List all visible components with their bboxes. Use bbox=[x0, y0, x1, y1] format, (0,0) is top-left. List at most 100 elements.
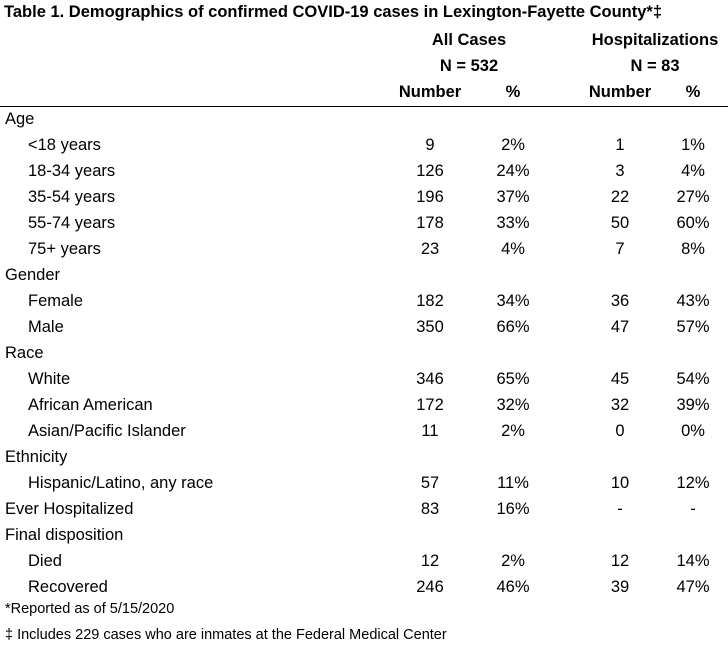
value-number-all: 182 bbox=[416, 292, 444, 310]
table-row: 55-74 years 178 33% 50 60% bbox=[0, 211, 728, 237]
col-header-number-all: Number bbox=[398, 83, 462, 101]
value-number-hosp: 45 bbox=[610, 370, 630, 388]
section-row: Age bbox=[0, 107, 728, 133]
value-percent-all: 2% bbox=[501, 422, 525, 440]
value-percent-hosp: 14% bbox=[676, 552, 710, 570]
group-header-all-cases: All Cases bbox=[431, 31, 507, 49]
table-row: <18 years 9 2% 1 1% bbox=[0, 133, 728, 159]
value-percent-all: 16% bbox=[496, 500, 530, 518]
table-row: Died 12 2% 12 14% bbox=[0, 549, 728, 575]
section-label: Race bbox=[5, 344, 44, 362]
value-percent-hosp: 39% bbox=[676, 396, 710, 414]
value-percent-all: 65% bbox=[496, 370, 530, 388]
value-number-hosp: 22 bbox=[610, 188, 630, 206]
value-number-all: 350 bbox=[416, 318, 444, 336]
table-row: Hispanic/Latino, any race 57 11% 10 12% bbox=[0, 471, 728, 497]
row-label: 35-54 years bbox=[28, 188, 116, 206]
value-number-all: 12 bbox=[420, 552, 440, 570]
row-label: White bbox=[28, 370, 71, 388]
value-number-hosp: - bbox=[617, 500, 623, 518]
value-number-hosp: 1 bbox=[615, 136, 625, 154]
section-row: Ethnicity bbox=[0, 445, 728, 471]
value-number-hosp: 3 bbox=[615, 162, 625, 180]
value-number-hosp: 39 bbox=[610, 578, 630, 596]
col-header-number-hosp: Number bbox=[588, 83, 652, 101]
section-row: Ever Hospitalized 83 16% - - bbox=[0, 497, 728, 523]
value-percent-hosp: 1% bbox=[681, 136, 705, 154]
value-number-all: 346 bbox=[416, 370, 444, 388]
row-label: Hispanic/Latino, any race bbox=[28, 474, 214, 492]
row-label: Male bbox=[28, 318, 64, 336]
section-label: Gender bbox=[5, 266, 61, 284]
row-label: Female bbox=[28, 292, 84, 310]
table-row: Recovered 246 46% 39 47% bbox=[0, 575, 728, 601]
row-label: 75+ years bbox=[28, 240, 101, 258]
value-number-hosp: 0 bbox=[615, 422, 625, 440]
row-label: 18-34 years bbox=[28, 162, 116, 180]
value-percent-hosp: 57% bbox=[676, 318, 710, 336]
group-header-hospitalizations: Hospitalizations bbox=[591, 31, 719, 49]
value-number-hosp: 7 bbox=[615, 240, 625, 258]
row-label: Asian/Pacific Islander bbox=[28, 422, 186, 440]
value-percent-hosp: 0% bbox=[681, 422, 705, 440]
table-row: Asian/Pacific Islander 11 2% 0 0% bbox=[0, 419, 728, 445]
col-header-percent-hosp: % bbox=[685, 83, 701, 101]
value-percent-hosp: 60% bbox=[676, 214, 710, 232]
value-percent-all: 32% bbox=[496, 396, 530, 414]
section-row: Race bbox=[0, 341, 728, 367]
table-title: Table 1. Demographics of confirmed COVID… bbox=[4, 3, 663, 21]
section-label: Final disposition bbox=[5, 526, 124, 544]
value-number-all: 172 bbox=[416, 396, 444, 414]
value-percent-hosp: - bbox=[690, 500, 696, 518]
value-percent-all: 66% bbox=[496, 318, 530, 336]
value-number-hosp: 36 bbox=[610, 292, 630, 310]
table-row: 35-54 years 196 37% 22 27% bbox=[0, 185, 728, 211]
table-row: 18-34 years 126 24% 3 4% bbox=[0, 159, 728, 185]
table-row: White 346 65% 45 54% bbox=[0, 367, 728, 393]
section-row: Gender bbox=[0, 263, 728, 289]
value-number-all: 196 bbox=[416, 188, 444, 206]
value-percent-all: 46% bbox=[496, 578, 530, 596]
value-percent-all: 33% bbox=[496, 214, 530, 232]
value-percent-all: 2% bbox=[501, 552, 525, 570]
value-percent-all: 37% bbox=[496, 188, 530, 206]
value-percent-hosp: 27% bbox=[676, 188, 710, 206]
section-label: Age bbox=[5, 110, 35, 128]
row-label: Recovered bbox=[28, 578, 108, 596]
value-percent-hosp: 4% bbox=[681, 162, 705, 180]
value-percent-all: 2% bbox=[501, 136, 525, 154]
value-percent-all: 4% bbox=[501, 240, 525, 258]
row-label: 55-74 years bbox=[28, 214, 116, 232]
section-label: Ever Hospitalized bbox=[5, 500, 134, 518]
table-row: African American 172 32% 32 39% bbox=[0, 393, 728, 419]
value-number-all: 83 bbox=[420, 500, 440, 518]
col-header-percent-all: % bbox=[505, 83, 521, 101]
row-label: <18 years bbox=[28, 136, 101, 154]
value-percent-all: 11% bbox=[497, 474, 529, 492]
table-row: Male 350 66% 47 57% bbox=[0, 315, 728, 341]
section-label: Ethnicity bbox=[5, 448, 68, 466]
value-number-all: 57 bbox=[420, 474, 440, 492]
value-number-hosp: 10 bbox=[610, 474, 630, 492]
value-number-hosp: 50 bbox=[610, 214, 630, 232]
value-number-all: 9 bbox=[425, 136, 435, 154]
row-label: African American bbox=[28, 396, 153, 414]
value-percent-hosp: 47% bbox=[676, 578, 710, 596]
value-number-all: 23 bbox=[420, 240, 440, 258]
table-body: Age <18 years 9 2% 1 1% 18-34 years 126 24% 3 4% 35… bbox=[0, 107, 728, 601]
value-number-hosp: 12 bbox=[610, 552, 630, 570]
value-number-all: 11 bbox=[421, 422, 439, 440]
row-label: Died bbox=[28, 552, 62, 570]
value-percent-all: 34% bbox=[496, 292, 530, 310]
value-percent-hosp: 54% bbox=[676, 370, 710, 388]
header-divider bbox=[0, 106, 728, 107]
value-percent-hosp: 43% bbox=[676, 292, 710, 310]
value-number-hosp: 47 bbox=[610, 318, 630, 336]
value-number-hosp: 32 bbox=[610, 396, 630, 414]
table-row: 75+ years 23 4% 7 8% bbox=[0, 237, 728, 263]
footnote-reported-date: *Reported as of 5/15/2020 bbox=[5, 601, 175, 617]
table-row: Female 182 34% 36 43% bbox=[0, 289, 728, 315]
value-percent-hosp: 8% bbox=[681, 240, 705, 258]
value-number-all: 178 bbox=[416, 214, 444, 232]
